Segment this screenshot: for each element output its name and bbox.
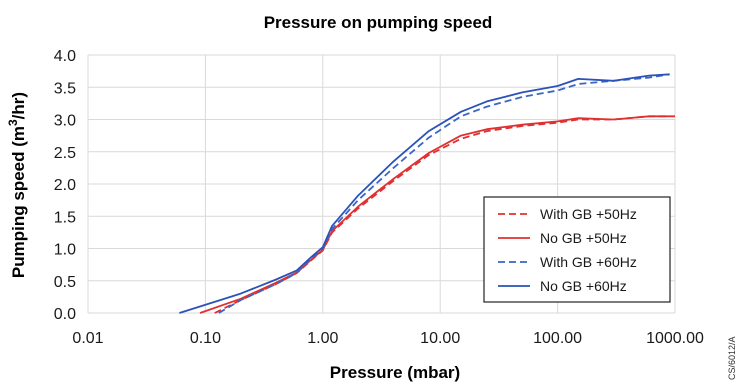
y-tick-label: 1.0 [54, 242, 76, 259]
x-tick-label: 10.00 [420, 330, 460, 347]
y-axis-label-end: /hr) [9, 92, 28, 119]
series-line-3 [218, 73, 670, 314]
x-tick-label: 0.01 [72, 330, 103, 347]
x-tick-label: 100.00 [533, 330, 582, 347]
y-axis-label-main: Pumping speed (m [9, 126, 28, 278]
chart-title: Pressure on pumping speed [264, 13, 493, 32]
series-line-1 [214, 115, 670, 314]
y-tick-label: 4.0 [54, 48, 76, 65]
y-tick-label: 2.5 [54, 145, 76, 162]
legend: With GB +50Hz No GB +50Hz With GB +60Hz No … [483, 196, 671, 303]
legend-label: With GB +50Hz [540, 206, 637, 222]
legend-box [483, 196, 671, 303]
legend-label: No GB +60Hz [540, 278, 627, 294]
y-tick-label: 3.5 [54, 80, 76, 97]
y-tick-label: 3.0 [54, 113, 76, 130]
legend-label: No GB +50Hz [540, 230, 627, 246]
y-tick-label: 0.0 [54, 306, 76, 323]
y-tick-label: 1.5 [54, 209, 76, 226]
y-tick-labels: 0.0 0.5 1.0 1.5 2.0 2.5 3.0 3.5 4.0 [54, 48, 76, 323]
series-line-4 [179, 73, 670, 314]
y-axis-label-sup: 3 [6, 119, 20, 126]
y-tick-label: 0.5 [54, 274, 76, 291]
series-line-2 [199, 115, 675, 314]
x-tick-label: 1.00 [307, 330, 338, 347]
x-tick-label: 0.10 [190, 330, 221, 347]
series-group [179, 73, 675, 314]
x-tick-label: 1000.00 [646, 330, 704, 347]
x-tick-labels: 0.01 0.10 1.00 10.00 100.00 1000.00 [72, 330, 704, 347]
legend-label: With GB +60Hz [540, 254, 637, 270]
y-axis-label: Pumping speed (m3/hr) [6, 92, 28, 278]
figure-code: CS/6012/A [727, 336, 737, 380]
x-axis-label: Pressure (mbar) [330, 363, 460, 382]
y-tick-label: 2.0 [54, 177, 76, 194]
